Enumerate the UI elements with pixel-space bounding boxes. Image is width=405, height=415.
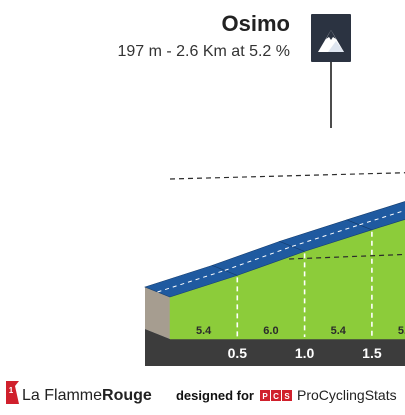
gradient-label-1: 6.0 <box>263 325 278 337</box>
pcs-letter-p: P <box>262 392 268 401</box>
designed-for-label: designed for <box>176 388 254 403</box>
slope-segment-3 <box>371 219 405 340</box>
gradient-label-2: 5.4 <box>331 325 347 337</box>
la-flamme-rouge-logo: 1 La FlammeRouge <box>6 381 152 404</box>
brand-name: La FlammeRouge <box>22 387 152 404</box>
mountain-summit-icon <box>311 14 351 62</box>
profile-side-face <box>145 287 170 339</box>
pcs-letter-c: C <box>273 392 279 401</box>
pcs-letter-s: S <box>284 392 290 401</box>
climb-subtitle: 197 m - 2.6 Km at 5.2 % <box>117 43 290 60</box>
km-dividers <box>236 231 373 337</box>
gradient-label-0: 5.4 <box>196 325 212 337</box>
distance-base-strip <box>145 329 405 366</box>
road-segment-3 <box>346 201 405 231</box>
gradient-labels: 5.46.05.45.34.2 <box>196 325 405 337</box>
climb-title: Osimo <box>222 11 290 36</box>
pcs-name: ProCyclingStats <box>297 387 397 403</box>
km-labels: 0.51.01.52.02.6 <box>228 345 382 361</box>
flamme-rouge-flag-icon <box>6 381 19 404</box>
road-centerline-0 <box>157 269 225 293</box>
km-label-1: 1.0 <box>295 345 315 361</box>
altitude-gridline-150 <box>169 172 405 180</box>
road-surface <box>144 201 405 298</box>
road-centerline-2 <box>291 224 360 247</box>
km-label-0: 0.5 <box>228 345 248 361</box>
pcs-logo: P C S ProCyclingStats <box>260 387 397 403</box>
gradient-label-3: 5.3 <box>398 325 405 337</box>
road-centerline-3 <box>359 209 405 226</box>
km-label-2: 1.5 <box>362 345 382 361</box>
svg-text:1: 1 <box>9 386 14 395</box>
road-centerline-1 <box>224 245 293 271</box>
